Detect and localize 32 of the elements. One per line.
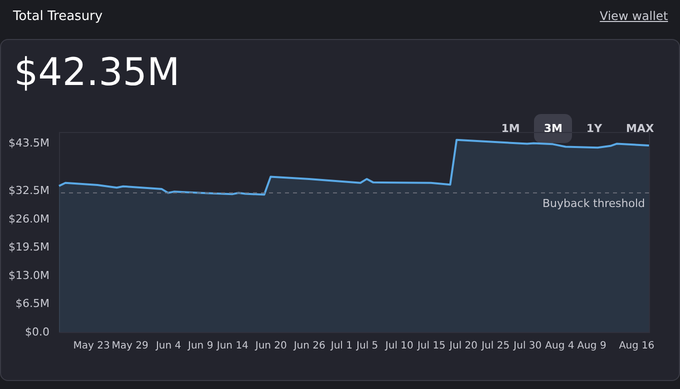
y-tick-label: $32.5M [8,184,50,198]
annotation: MAX [625,121,655,137]
annotation: 3M [534,114,572,143]
x-tick-label: Jul 10 [384,340,414,352]
y-tick-label: $6.5M [16,297,50,310]
x-tick-label: Jul 25 [480,340,510,352]
ref-line-label: Buyback threshold [542,196,645,210]
x-tick-label: May 23 [73,340,110,352]
text: View wallet [600,9,668,23]
chart-subtitle: $42.35M [14,50,180,94]
x-tick-label: Aug 4 [545,340,574,352]
x-tick-label: Aug 9 [577,340,606,352]
x-tick-label: Jul 30 [512,340,542,352]
x-tick-label: Jun 4 [154,340,182,352]
x-tick-label: Jun 9 [187,340,214,352]
y-tick-label: $19.5M [8,240,50,254]
y-tick-label: $26.0M [8,212,50,226]
x-tick-label: Jun 14 [216,340,248,352]
y-tick-label: $13.0M [8,268,50,282]
annotation: 1Y [585,121,604,137]
x-tick-label: Jul 20 [448,340,478,352]
x-tick-label: Jun 26 [292,340,326,352]
annotation: 1M [500,121,521,137]
x-tick-label: Aug 16 [618,340,654,352]
chart-title: Total Treasury [13,9,103,24]
x-tick-label: Jul 5 [356,340,378,352]
x-tick-label: Jun 20 [254,340,287,352]
y-tick-label: $43.5M [8,136,50,150]
x-tick-label: Jul 15 [416,340,446,352]
x-tick-label: Jul 1 [330,340,352,352]
x-tick-label: May 29 [112,340,148,352]
y-tick-label: $0.0 [25,326,50,338]
